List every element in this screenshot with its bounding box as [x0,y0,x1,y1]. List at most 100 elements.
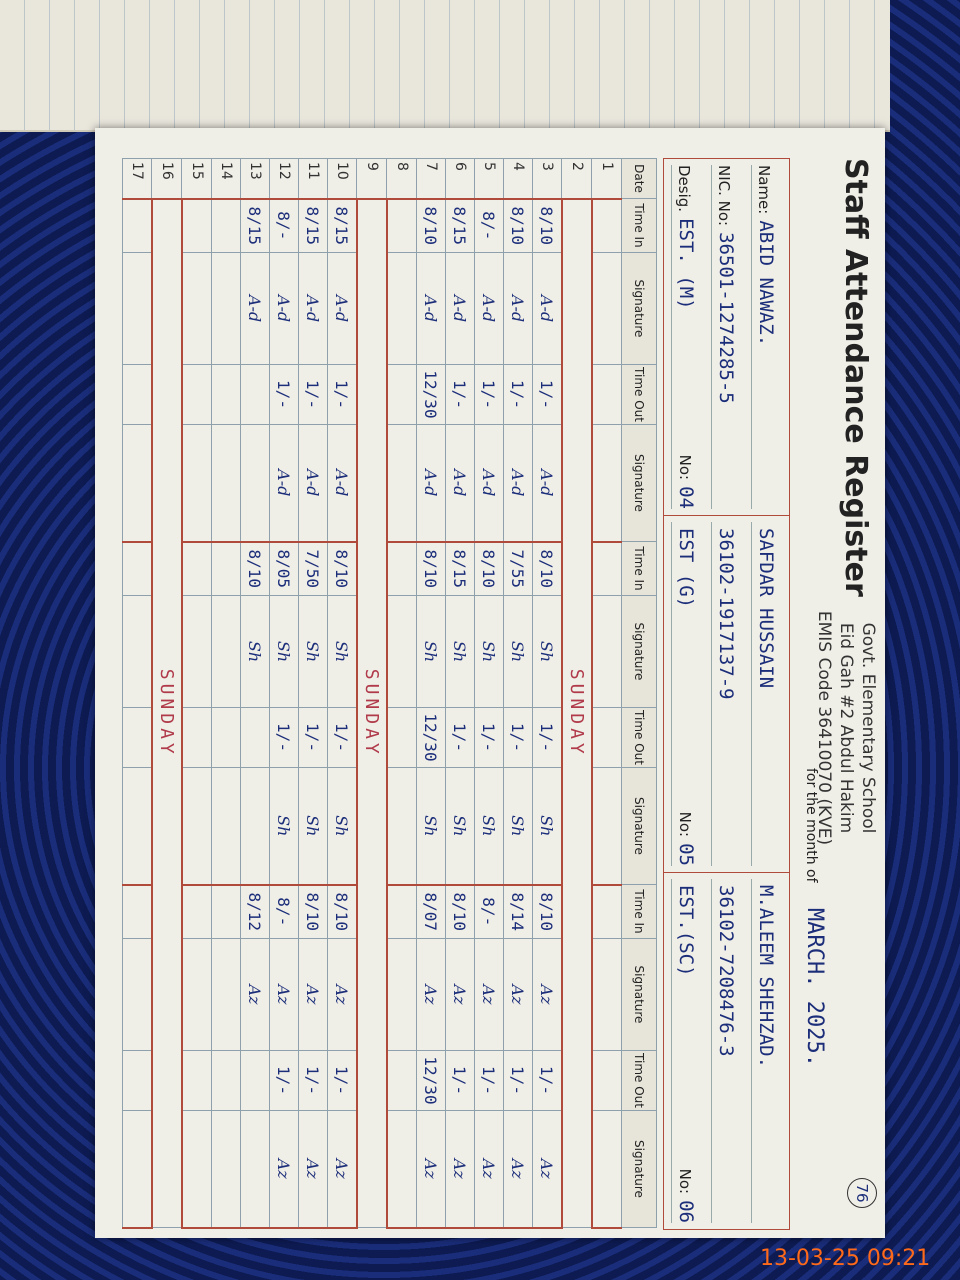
time-in: 8/15 [240,198,270,253]
staff-nic: 36501-1274285-5 [715,232,737,404]
signature: A-d [503,424,533,542]
ruling [0,0,890,130]
day-row: 16 SUNDAY [152,158,182,1228]
staff-block: SAFDAR HUSSAIN 36102-1917137-9 EST (G) No: 0… [664,516,789,873]
date: 6 [445,158,475,199]
signature: Sh [416,595,446,708]
column-header: Date [621,158,657,199]
time-in [592,884,622,939]
time-out [211,707,241,768]
time-in [387,198,417,253]
signature: Sh [532,595,562,708]
time-out [240,364,270,425]
time-in [182,541,212,596]
column-header: Time In [621,884,657,939]
signature [211,1110,241,1228]
signature: Az [445,1110,475,1228]
time-out: 1/- [445,364,475,425]
signature [387,424,417,542]
day-row: 1 [592,158,622,1228]
signature [592,767,622,885]
column-header: Time Out [621,707,657,768]
staff-block: Name: ABID NAWAZ. NIC. No: 36501-1274285-5 D… [664,159,789,516]
time-in [122,541,152,596]
time-in: 8/05 [269,541,299,596]
column-header: Signature [621,252,657,365]
time-out: 1/- [503,364,533,425]
signature: A-d [416,424,446,542]
time-in [592,541,622,596]
month: MARCH. 2025. [802,908,827,1067]
staff-desig: EST. (M) [675,218,697,310]
day-note: SUNDAY [357,198,387,1228]
time-out [592,364,622,425]
date: 5 [474,158,504,199]
signature: Az [416,938,446,1051]
column-header: Signature [621,424,657,542]
time-in: 8/15 [445,541,475,596]
signature: Az [269,938,299,1051]
signature: Sh [532,767,562,885]
signature: Az [298,938,328,1051]
signature [182,595,212,708]
column-header: Signature [621,595,657,708]
staff-desig: EST (G) [675,528,697,609]
signature [211,595,241,708]
signature [592,938,622,1051]
signature [122,767,152,885]
signature: Az [327,1110,357,1228]
time-in: 8/15 [327,198,357,253]
date: 8 [387,158,417,199]
signature [592,424,622,542]
signature [592,1110,622,1228]
time-in [182,198,212,253]
school-name: Govt. Elementary School [858,622,878,834]
time-in: 8/10 [532,541,562,596]
time-in: 8/10 [327,541,357,596]
time-out [182,707,212,768]
signature: A-d [445,252,475,365]
time-in: 8/10 [445,884,475,939]
time-in [122,198,152,253]
signature: Sh [445,767,475,885]
time-out [240,707,270,768]
staff-no: 06 [675,1200,697,1223]
nic-line: 36102-1917137-9 [711,522,749,866]
signature: A-d [503,252,533,365]
date: 15 [182,158,212,199]
time-out: 1/- [474,707,504,768]
staff-block: M.ALEEM SHEHZAD. 36102-7208476-3 EST.(SC) N… [664,873,789,1229]
day-row: 7 8/10 A-d 12/30 A-d 8/10 Sh 12/30 Sh 8/07 Az 12/30… [416,158,446,1228]
time-out [240,1050,270,1111]
page-number: 76 [847,1178,877,1208]
time-in: 8/- [474,884,504,939]
day-row: 3 8/10 A-d 1/- A-d 8/10 Sh 1/- Sh 8/10 Az 1/- Az [532,158,562,1228]
signature: Sh [445,595,475,708]
time-out: 1/- [269,707,299,768]
signature: Az [503,1110,533,1228]
time-out [387,1050,417,1111]
time-in: 8/- [269,884,299,939]
signature: Sh [474,595,504,708]
time-out: 1/- [327,707,357,768]
header: Staff Attendance Register Govt. Elementa… [655,128,885,1238]
time-in: 8/- [269,198,299,253]
signature [592,252,622,365]
signature [211,424,241,542]
time-out: 12/30 [416,364,446,425]
date: 14 [211,158,241,199]
signature: A-d [474,252,504,365]
name-line: Name: ABID NAWAZ. [751,165,789,509]
day-note: SUNDAY [562,198,592,1228]
no-wrap: No: 05 [675,812,697,866]
signature: Sh [416,767,446,885]
time-out: 1/- [503,707,533,768]
day-row: 12 8/- A-d 1/- A-d 8/05 Sh 1/- Sh 8/- Az 1/- Az [269,158,299,1228]
signature [240,767,270,885]
timestamp: 13-03-25 09:21 [760,1246,931,1271]
time-in: 7/55 [503,541,533,596]
no-label: No: [676,1168,694,1195]
signature [592,595,622,708]
no-label: No: [676,454,694,481]
